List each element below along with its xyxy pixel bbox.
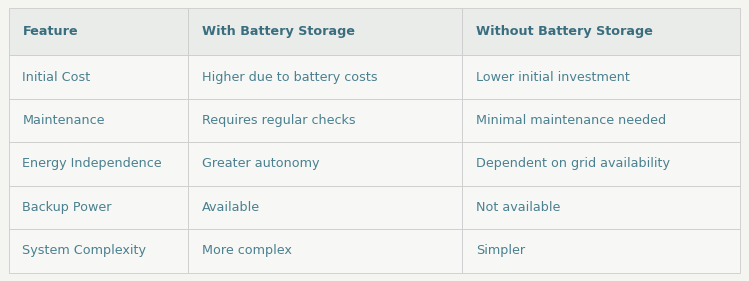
Text: Feature: Feature [22, 25, 78, 38]
Text: System Complexity: System Complexity [22, 244, 147, 257]
Bar [9, 229, 188, 273]
Text: Available: Available [201, 201, 260, 214]
Bar [9, 8, 188, 55]
Text: Not available: Not available [476, 201, 560, 214]
Bar [462, 8, 740, 55]
Text: Dependent on grid availability: Dependent on grid availability [476, 157, 670, 171]
Bar [188, 99, 462, 142]
Text: Higher due to battery costs: Higher due to battery costs [201, 71, 377, 83]
Text: More complex: More complex [201, 244, 291, 257]
Bar [188, 8, 462, 55]
Text: Greater autonomy: Greater autonomy [201, 157, 319, 171]
Bar [188, 55, 462, 99]
Text: Energy Independence: Energy Independence [22, 157, 162, 171]
Text: Maintenance: Maintenance [22, 114, 105, 127]
Text: Backup Power: Backup Power [22, 201, 112, 214]
Bar [188, 229, 462, 273]
Text: Minimal maintenance needed: Minimal maintenance needed [476, 114, 666, 127]
Bar [9, 142, 188, 186]
Text: Initial Cost: Initial Cost [22, 71, 91, 83]
Bar [462, 99, 740, 142]
Bar [9, 99, 188, 142]
Text: Without Battery Storage: Without Battery Storage [476, 25, 652, 38]
Text: Lower initial investment: Lower initial investment [476, 71, 630, 83]
Text: Requires regular checks: Requires regular checks [201, 114, 355, 127]
Bar [462, 55, 740, 99]
Bar [188, 186, 462, 229]
Text: Simpler: Simpler [476, 244, 525, 257]
Bar [9, 55, 188, 99]
Bar [462, 142, 740, 186]
Bar [462, 186, 740, 229]
Bar [462, 229, 740, 273]
Bar [188, 142, 462, 186]
Bar [9, 186, 188, 229]
Text: With Battery Storage: With Battery Storage [201, 25, 354, 38]
